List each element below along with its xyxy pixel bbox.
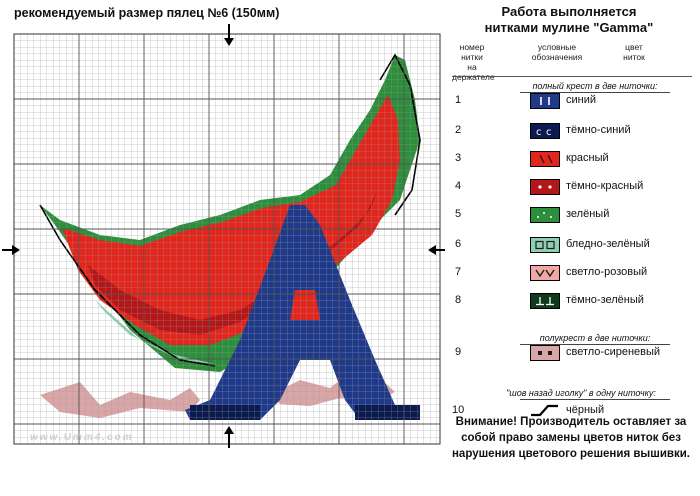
section-full-cross: полный крест в две ниточки:: [532, 81, 658, 91]
backstitch-icon: [531, 404, 558, 417]
cross-stitch-chart: [2, 24, 445, 448]
legend-color-name: зелёный: [566, 208, 610, 220]
legend-heading-line1: Работа выполняется: [501, 4, 637, 19]
legend-heading: Работа выполняется нитками мулине "Gamma…: [448, 4, 690, 36]
legend-number: 8: [454, 294, 462, 306]
column-header-color: цвет ниток: [623, 42, 645, 62]
legend-number: 10: [452, 404, 465, 416]
legend-swatch-tee-icon: [530, 293, 560, 309]
legend-number: 1: [454, 94, 462, 106]
square-icon: [535, 240, 555, 250]
section-half-cross: полукрест в две ниточки:: [539, 333, 651, 343]
watermark-text: www.Umm4.com: [30, 432, 134, 443]
section-backstitch: "шов назад иголку" в одну ниточку:: [506, 388, 656, 398]
legend-swatch-dots-icon: [530, 179, 560, 195]
grid-overlay: [14, 34, 440, 444]
bars-icon: [540, 97, 550, 105]
section-underline: [520, 92, 670, 93]
pattern-title: рекомендуемый размер пялец №6 (150мм): [14, 6, 280, 20]
legend-number: 7: [454, 266, 462, 278]
center-arrow-bottom-icon: [224, 426, 234, 448]
dot-square-icon: [538, 351, 552, 355]
legend-color-name: светло-сиреневый: [566, 346, 661, 358]
svg-text:c: c: [546, 127, 552, 138]
v-icon: [535, 269, 555, 278]
legend-color-name: синий: [566, 94, 597, 106]
center-arrow-right-icon: [428, 245, 445, 255]
legend-color-name: светло-розовый: [566, 266, 648, 278]
legend-color-name: тёмно-зелёный: [566, 294, 644, 306]
legend-number: 9: [454, 346, 462, 358]
legend-color-name: тёмно-красный: [566, 180, 644, 192]
legend-color-name: бледно-зелёный: [566, 238, 650, 250]
column-header-symbol: условные обозначения: [531, 42, 583, 62]
manufacturer-note: Внимание! Производитель оставляет за соб…: [451, 416, 690, 460]
legend-swatch-v-icon: [530, 265, 560, 281]
legend-swatch-backstitch-icon: [530, 403, 558, 417]
legend-number: 2: [454, 124, 462, 136]
legend-swatch-bars-icon: [530, 93, 560, 109]
legend-swatch-sparkle-icon: [530, 207, 560, 223]
legend-color-name: красный: [566, 152, 609, 164]
legend-number: 3: [454, 152, 462, 164]
legend-number: 4: [454, 180, 462, 192]
legend-swatch-square-icon: [530, 237, 560, 253]
center-arrow-left-icon: [2, 245, 20, 255]
legend-divider: [452, 76, 692, 77]
column-header-number: номер нитки на держателе: [452, 42, 495, 82]
center-arrow-top-icon: [224, 24, 234, 46]
section-underline: [520, 344, 670, 345]
legend-color-name: чёрный: [566, 404, 605, 416]
section-underline: [520, 399, 670, 400]
dots-icon: [538, 185, 552, 189]
sparkle-icon: [537, 212, 552, 218]
slash-icon: [539, 154, 553, 164]
legend-heading-line2: нитками мулине "Gamma": [484, 20, 654, 35]
svg-text:c: c: [536, 127, 542, 138]
legend-color-name: тёмно-синий: [566, 124, 631, 136]
legend-number: 6: [454, 238, 462, 250]
legend-swatch-dot-square-icon: [530, 345, 560, 361]
legend-swatch-slash-icon: [530, 151, 560, 167]
tee-icon: [536, 297, 554, 306]
legend-number: 5: [454, 208, 462, 220]
